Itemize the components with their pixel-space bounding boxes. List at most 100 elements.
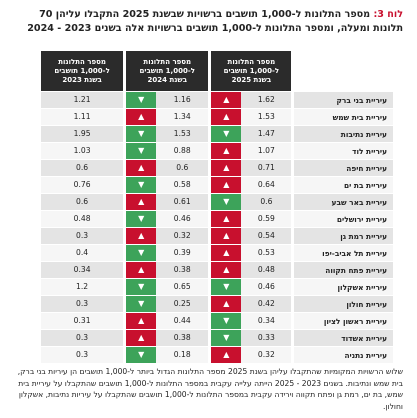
value: 0.42 — [257, 299, 275, 308]
cell-content: 1.21 — [41, 92, 123, 108]
table: מספר התלונות ל-1,000 תושבים בשנת 2025 מספ… — [38, 50, 396, 364]
cell: 0.6 ▼ — [211, 194, 292, 210]
cell: 1.34 ▲ — [126, 109, 209, 125]
cell: 0.6 — [41, 160, 124, 176]
cell-content: 1.62 ▲ — [211, 92, 291, 108]
cell-content: 1.07 ▲ — [211, 143, 291, 159]
cell: 0.31 — [41, 313, 124, 329]
city-name: עיריית חיפה — [294, 160, 393, 176]
cell: 0.54 ▲ — [211, 228, 292, 244]
trend-arrow: ▲ — [211, 211, 242, 227]
city-name: עיריית ראשון לציון — [294, 313, 393, 329]
trend-arrow: ▼ — [126, 347, 157, 363]
value: 0.38 — [173, 333, 191, 342]
value: 0.53 — [257, 248, 275, 257]
value: 0.48 — [73, 214, 91, 223]
cell: 1.2 — [41, 279, 124, 295]
cell-content: 0.53 ▲ — [211, 245, 291, 261]
cell: 0.65 ▼ — [126, 279, 209, 295]
row: עיריית ראשון לציון 0.34 ▼ 0.44 ▲ 0.31 — [41, 313, 393, 329]
city-name: עיריית בית שמש — [294, 109, 393, 125]
cell-content: 0.31 — [41, 313, 123, 329]
cell-content: 1.11 — [41, 109, 123, 125]
cell: 0.61 ▲ — [126, 194, 209, 210]
cell-content: 0.38 ▲ — [126, 262, 208, 278]
trend-arrow: ▲ — [211, 228, 242, 244]
value: 0.38 — [173, 265, 191, 274]
value: 1.11 — [73, 112, 91, 121]
note: שלוש הרשויות המקומיות שהתקבלו עליהן בשנת… — [17, 367, 403, 411]
cell: 0.3 — [41, 296, 124, 312]
row: עיריית לוד 1.07 ▲ 0.88 ▼ 1.03 — [41, 143, 393, 159]
cell: 1.03 — [41, 143, 124, 159]
value: 0.59 — [257, 214, 275, 223]
cell-content: 0.61 ▲ — [126, 194, 208, 210]
cell-content: 0.65 ▼ — [126, 279, 208, 295]
cell-content: 1.53 ▲ — [211, 109, 291, 125]
value: 0.32 — [257, 350, 275, 359]
value: 0.48 — [257, 265, 275, 274]
value: 0.3 — [76, 333, 89, 342]
value: 0.25 — [173, 299, 191, 308]
trend-arrow: ▼ — [126, 211, 157, 227]
value: 0.58 — [173, 180, 191, 189]
value: 1.95 — [73, 129, 91, 138]
city-name: עיריית אשדוד — [294, 330, 393, 346]
cell-content: 0.58 ▼ — [126, 177, 208, 193]
cell: 0.32 ▲ — [211, 347, 292, 363]
cell-content: 1.16 ▼ — [126, 92, 208, 108]
cell: 0.3 — [41, 330, 124, 346]
city-name: עיריית נתניה — [294, 347, 393, 363]
value: 1.47 — [257, 129, 275, 138]
trend-arrow: ▲ — [211, 160, 242, 176]
cell: 0.3 — [41, 228, 124, 244]
cell: 0.46 ▼ — [126, 211, 209, 227]
cell: 0.38 ▲ — [126, 330, 209, 346]
city-name: עיריית לוד — [294, 143, 393, 159]
cell-content: 0.38 ▲ — [126, 330, 208, 346]
value: 0.64 — [257, 180, 275, 189]
value: 0.32 — [173, 231, 191, 240]
title: לוח 3: מספר התלונות ל-1,000 תושבים ברשוי… — [11, 8, 403, 36]
cell-content: 1.47 ▼ — [211, 126, 291, 142]
value: 1.34 — [173, 112, 191, 121]
trend-arrow: ▼ — [126, 245, 157, 261]
cell-content: 1.95 — [41, 126, 123, 142]
cell: 1.16 ▼ — [126, 92, 209, 108]
cell-content: 0.18 ▼ — [126, 347, 208, 363]
cell-content: 0.3 — [41, 347, 123, 363]
trend-arrow: ▼ — [126, 92, 157, 108]
city-name: עיריית בת ים — [294, 177, 393, 193]
trend-arrow: ▲ — [211, 262, 242, 278]
column-header: מספר התלונות ל-1,000 תושבים בשנת 2025 — [211, 51, 292, 91]
cell: 0.71 ▲ — [211, 160, 292, 176]
city-name: עיריית אשקלון — [294, 279, 393, 295]
trend-arrow: ▲ — [211, 245, 242, 261]
cell: 0.38 ▲ — [126, 262, 209, 278]
city-name: עיריית באר שבע — [294, 194, 393, 210]
city-name: עיריית בני ברק — [294, 92, 393, 108]
column-header — [294, 51, 393, 91]
value: 1.07 — [257, 146, 275, 155]
value: 0.31 — [73, 316, 91, 325]
cell: 0.88 ▼ — [126, 143, 209, 159]
cell: 1.62 ▲ — [211, 92, 292, 108]
trend-arrow: ▲ — [126, 228, 157, 244]
value: 0.18 — [173, 350, 191, 359]
cell-content: 0.33 ▼ — [211, 330, 291, 346]
cell-content: 0.3 — [41, 228, 123, 244]
row: עיריית נתיבות 1.47 ▼ 1.53 ▼ 1.95 — [41, 126, 393, 142]
cell: 1.95 — [41, 126, 124, 142]
cell: 0.6 ▲ — [126, 160, 209, 176]
value: 0.76 — [73, 180, 91, 189]
value: 0.34 — [73, 265, 91, 274]
table-body: עיריית בני ברק 1.62 ▲ 1.16 ▼ 1.21 עיריית בית ש… — [41, 92, 393, 363]
table-label: לוח 3: — [373, 9, 403, 20]
row: עיריית רמת גן 0.54 ▲ 0.32 ▲ 0.3 — [41, 228, 393, 244]
value: 1.2 — [76, 282, 89, 291]
row: עיריית בני ברק 1.62 ▲ 1.16 ▼ 1.21 — [41, 92, 393, 108]
value: 0.61 — [173, 197, 191, 206]
cell-content: 0.32 ▲ — [211, 347, 291, 363]
value: 0.65 — [173, 282, 191, 291]
row: עיריית בת ים 0.64 ▲ 0.58 ▼ 0.76 — [41, 177, 393, 193]
